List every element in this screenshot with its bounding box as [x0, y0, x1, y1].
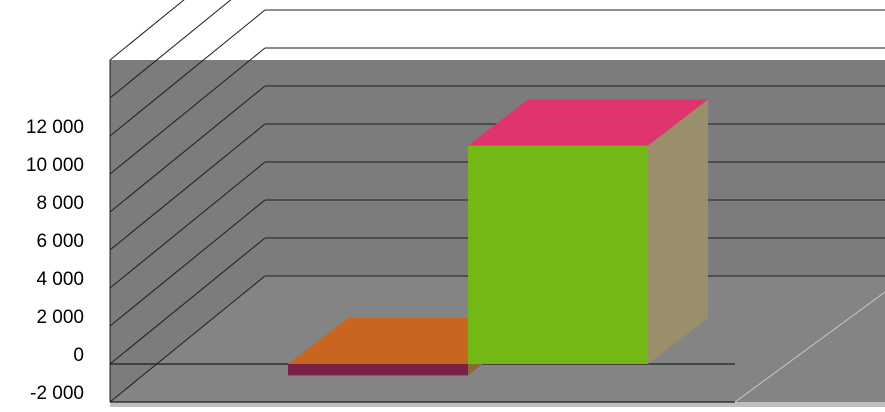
gridline-diagonal	[109, 47, 266, 175]
y-tick-label: 0	[73, 345, 84, 366]
y-tick-label: 4 000	[36, 269, 84, 290]
gridline-diagonal	[109, 199, 266, 327]
bar-side-face	[648, 99, 708, 364]
y-tick-label: 8 000	[36, 193, 84, 214]
bar-2	[468, 99, 708, 364]
y-tick-label: 2 000	[36, 307, 84, 328]
y-tick-label: 12 000	[26, 117, 84, 138]
gridline-diagonal	[109, 85, 266, 213]
gridline-diagonal	[109, 161, 266, 289]
y-tick-label: 10 000	[26, 155, 84, 176]
gridline-diagonal	[109, 9, 266, 137]
floor-right-edge	[734, 291, 885, 403]
gridline-diagonal	[109, 237, 266, 365]
bar-top-face	[468, 99, 708, 146]
gridline-diagonal	[109, 275, 266, 403]
gridline-diagonal	[109, 123, 266, 251]
bar-front-face	[468, 145, 648, 364]
gridline-diagonal	[109, 0, 232, 99]
y-tick-label: 6 000	[36, 231, 84, 252]
y-tick-label: -2 000	[30, 383, 84, 404]
gridline-diagonal	[109, 0, 185, 61]
bar-front-face	[288, 364, 468, 376]
